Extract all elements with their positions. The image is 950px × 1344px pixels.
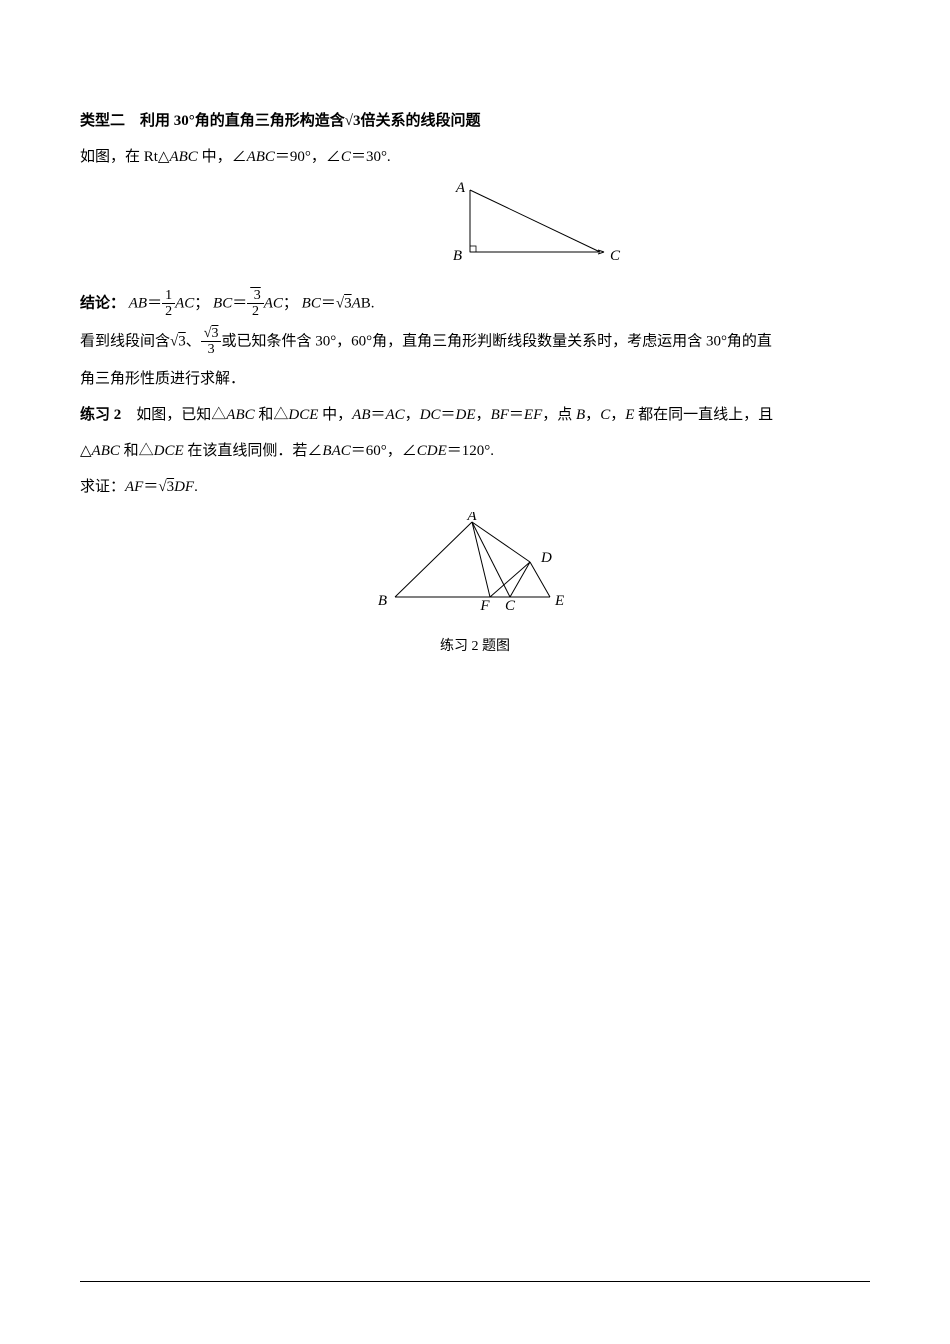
text: ＝90°，∠ xyxy=(275,149,341,165)
text: ，点 xyxy=(542,407,576,423)
denominator: 2 xyxy=(162,304,175,319)
var: DCE xyxy=(154,443,184,459)
var: ABC xyxy=(169,149,197,165)
text: 如图，在 Rt△ xyxy=(80,149,169,165)
var: AC xyxy=(264,295,283,311)
footer-rule xyxy=(80,1281,870,1282)
var: ABC xyxy=(247,149,275,165)
text: △ xyxy=(80,443,92,459)
numerator: 3 xyxy=(247,288,264,304)
exercise-label: 练习 2 xyxy=(80,407,121,423)
var: C xyxy=(341,149,351,165)
text: ， xyxy=(610,407,625,423)
var: BF xyxy=(491,407,509,423)
text: . xyxy=(194,479,198,495)
text: ＝√3 xyxy=(143,479,174,495)
var: AB xyxy=(129,295,147,311)
text: 中， xyxy=(318,407,352,423)
exercise-line-2: △ABC 和△DCE 在该直线同侧．若∠BAC＝60°，∠CDE＝120°. xyxy=(80,436,870,466)
var: AC xyxy=(386,407,405,423)
label-d: D xyxy=(540,550,552,566)
text: ＝ xyxy=(509,407,524,423)
sqrt: √3 xyxy=(336,295,352,311)
text: 和△ xyxy=(255,407,289,423)
text: 中，∠ xyxy=(198,149,247,165)
section-title: 类型二 利用 30°角的直角三角形构造含√3倍关系的线段问题 xyxy=(80,106,870,136)
var: E xyxy=(625,407,634,423)
exercise-line-1: 练习 2 如图，已知△ABC 和△DCE 中，AB＝AC，DC＝DE，BF＝EF… xyxy=(80,400,870,430)
var: DCE xyxy=(288,407,318,423)
var: AC xyxy=(175,295,194,311)
explain-line-1: 看到线段间含√3、√33或已知条件含 30°，60°角，直角三角形判断线段数量关… xyxy=(80,326,870,358)
var: ABC xyxy=(92,443,120,459)
text: ， xyxy=(405,407,420,423)
var: CDE xyxy=(417,443,447,459)
var: BAC xyxy=(322,443,350,459)
text: ＝ xyxy=(147,295,162,311)
text: 如图，已知△ xyxy=(121,407,226,423)
label-a: A xyxy=(466,512,477,524)
var: B xyxy=(576,407,585,423)
text: ， xyxy=(476,407,491,423)
denominator: 2 xyxy=(247,304,264,319)
numerator: √3 xyxy=(201,326,222,342)
text: 看到线段间含√3、 xyxy=(80,333,201,349)
text: ＝ xyxy=(370,407,385,423)
explain-line-2: 角三角形性质进行求解． xyxy=(80,364,870,394)
text: 或已知条件含 30°，60°角，直角三角形判断线段数量关系时，考虑运用含 30°… xyxy=(221,333,772,349)
text: 都在同一直线上，且 xyxy=(634,407,773,423)
conclusion-label: 结论： xyxy=(80,295,125,311)
text: ＝ xyxy=(441,407,456,423)
fraction: 12 xyxy=(162,288,175,320)
label-a: A xyxy=(455,182,466,196)
var: DF xyxy=(174,479,194,495)
diagram-2: A B C D E F 练习 2 题图 xyxy=(80,512,870,661)
var: EF xyxy=(524,407,542,423)
text: ＝ xyxy=(232,295,247,311)
text: ＝ xyxy=(321,295,336,311)
label-b: B xyxy=(453,248,462,264)
text: ； xyxy=(194,295,209,311)
text: B. xyxy=(361,295,375,311)
text: ； xyxy=(283,295,298,311)
var: ABC xyxy=(226,407,254,423)
diagram-1: A B C xyxy=(80,182,870,278)
var: A xyxy=(352,295,361,311)
text: ＝30°. xyxy=(351,149,391,165)
prove-label: 求证： xyxy=(80,479,125,495)
label-f: F xyxy=(479,598,490,614)
label-b: B xyxy=(378,593,387,609)
label-e: E xyxy=(554,593,564,609)
var: AF xyxy=(125,479,143,495)
numerator: 1 xyxy=(162,288,175,304)
fraction: 32 xyxy=(247,288,264,320)
prove-line: 求证：AF＝√3DF. xyxy=(80,472,870,502)
text: ， xyxy=(585,407,600,423)
fraction: √33 xyxy=(201,326,222,358)
intro-line: 如图，在 Rt△ABC 中，∠ABC＝90°，∠C＝30°. xyxy=(80,142,870,172)
diagram-2-caption: 练习 2 题图 xyxy=(80,633,870,661)
var: DC xyxy=(420,407,441,423)
var: BC xyxy=(213,295,232,311)
var: AB xyxy=(352,407,370,423)
var: C xyxy=(600,407,610,423)
text: 在该直线同侧．若∠ xyxy=(184,443,323,459)
conclusion-line: 结论： AB＝12AC； BC＝ 32AC； BC＝√3AB. xyxy=(80,288,870,320)
label-c: C xyxy=(610,248,621,264)
denominator: 3 xyxy=(201,342,222,357)
var: BC xyxy=(302,295,321,311)
text: 和△ xyxy=(120,443,154,459)
var: DE xyxy=(456,407,476,423)
text: ＝120°. xyxy=(447,443,494,459)
text: ＝60°，∠ xyxy=(351,443,417,459)
label-c: C xyxy=(505,598,516,614)
